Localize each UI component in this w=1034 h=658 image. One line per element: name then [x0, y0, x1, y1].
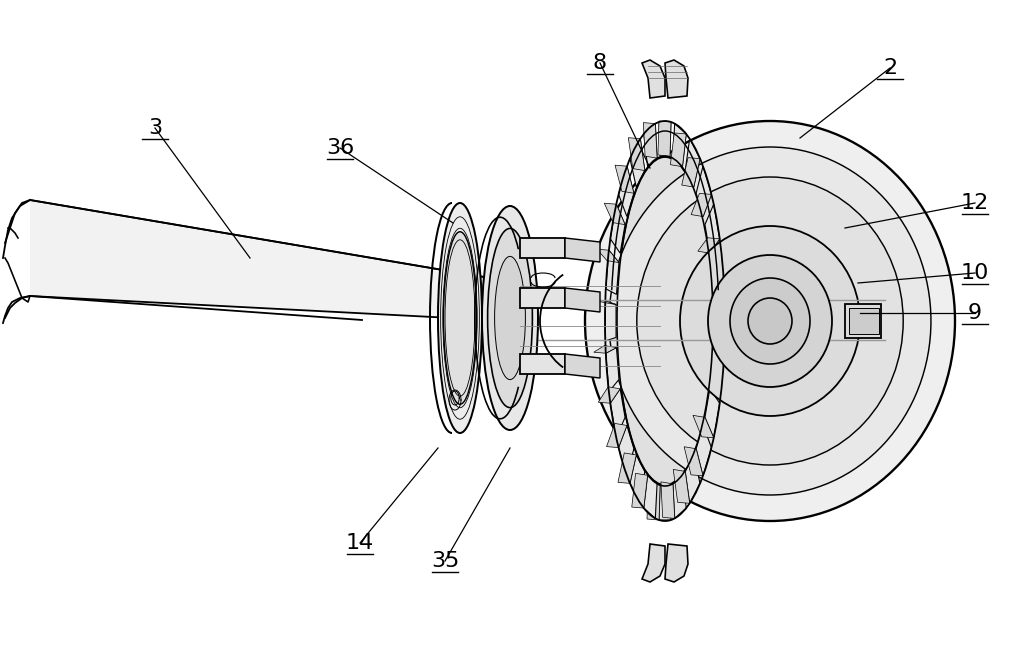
- Polygon shape: [610, 204, 626, 253]
- Polygon shape: [642, 544, 665, 582]
- Polygon shape: [632, 473, 647, 508]
- Polygon shape: [711, 250, 724, 294]
- Polygon shape: [659, 485, 671, 520]
- Polygon shape: [698, 238, 720, 253]
- Polygon shape: [705, 389, 720, 438]
- Polygon shape: [699, 378, 721, 392]
- Polygon shape: [665, 544, 688, 582]
- Text: 12: 12: [961, 193, 990, 213]
- Text: 36: 36: [326, 138, 354, 158]
- Polygon shape: [606, 250, 619, 294]
- Polygon shape: [691, 193, 711, 216]
- Polygon shape: [849, 308, 879, 334]
- Polygon shape: [686, 455, 700, 503]
- Ellipse shape: [482, 206, 538, 430]
- Polygon shape: [610, 389, 626, 438]
- Polygon shape: [629, 138, 645, 170]
- Polygon shape: [594, 300, 616, 305]
- Ellipse shape: [444, 232, 477, 404]
- Polygon shape: [594, 345, 616, 353]
- Polygon shape: [705, 204, 720, 253]
- Polygon shape: [711, 347, 724, 392]
- Polygon shape: [642, 60, 665, 98]
- Polygon shape: [686, 139, 700, 187]
- Polygon shape: [597, 249, 619, 263]
- Ellipse shape: [488, 228, 533, 407]
- Polygon shape: [607, 424, 627, 447]
- Polygon shape: [696, 426, 711, 476]
- Text: 14: 14: [346, 533, 374, 553]
- Polygon shape: [701, 288, 724, 294]
- Polygon shape: [643, 122, 657, 158]
- Text: 8: 8: [592, 53, 607, 73]
- Polygon shape: [673, 469, 690, 503]
- Polygon shape: [30, 200, 490, 320]
- Polygon shape: [845, 304, 881, 338]
- Polygon shape: [604, 203, 626, 224]
- Polygon shape: [681, 158, 700, 187]
- Text: 9: 9: [968, 303, 982, 323]
- Polygon shape: [618, 453, 636, 484]
- Ellipse shape: [585, 121, 955, 521]
- Polygon shape: [644, 124, 657, 166]
- Polygon shape: [658, 121, 671, 157]
- Polygon shape: [685, 447, 703, 476]
- Polygon shape: [659, 122, 671, 157]
- Polygon shape: [673, 124, 687, 166]
- Polygon shape: [520, 238, 565, 258]
- Text: 3: 3: [148, 118, 162, 138]
- Polygon shape: [606, 347, 619, 392]
- Polygon shape: [520, 288, 565, 308]
- Ellipse shape: [637, 177, 904, 465]
- Ellipse shape: [748, 298, 792, 344]
- Ellipse shape: [617, 157, 713, 485]
- Polygon shape: [605, 301, 616, 341]
- Ellipse shape: [680, 226, 860, 416]
- Polygon shape: [673, 475, 687, 519]
- Polygon shape: [618, 166, 634, 216]
- Ellipse shape: [494, 257, 525, 380]
- Polygon shape: [661, 482, 674, 519]
- Polygon shape: [520, 354, 565, 374]
- Polygon shape: [665, 60, 688, 98]
- Polygon shape: [565, 288, 600, 312]
- Polygon shape: [599, 387, 620, 403]
- Ellipse shape: [708, 255, 832, 387]
- Polygon shape: [565, 238, 600, 262]
- Polygon shape: [647, 483, 660, 520]
- Polygon shape: [713, 301, 725, 341]
- Polygon shape: [644, 475, 657, 519]
- Ellipse shape: [730, 278, 810, 364]
- Ellipse shape: [438, 203, 482, 433]
- Polygon shape: [618, 426, 634, 476]
- Text: 2: 2: [883, 58, 898, 78]
- Polygon shape: [630, 139, 645, 187]
- Polygon shape: [565, 354, 600, 378]
- Text: 35: 35: [431, 551, 459, 571]
- Polygon shape: [630, 455, 645, 503]
- Polygon shape: [693, 415, 713, 438]
- Polygon shape: [696, 166, 711, 216]
- Text: 10: 10: [961, 263, 990, 283]
- Polygon shape: [670, 133, 687, 166]
- Polygon shape: [615, 165, 634, 193]
- Ellipse shape: [609, 147, 931, 495]
- Polygon shape: [702, 336, 725, 341]
